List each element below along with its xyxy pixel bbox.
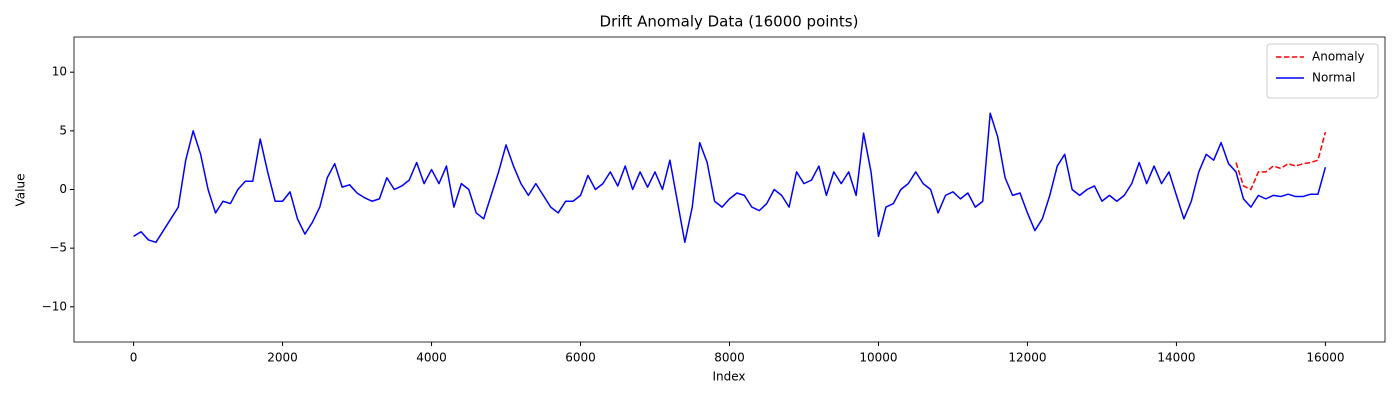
x-tick-label: 10000: [859, 351, 897, 365]
y-axis-label: Value: [14, 174, 28, 207]
x-tick-label: 8000: [714, 351, 745, 365]
legend-label: Normal: [1312, 71, 1355, 85]
x-tick-label: 4000: [416, 351, 447, 365]
series-line: [133, 112, 1327, 244]
y-tick-label: −10: [42, 299, 67, 313]
y-tick-label: 0: [59, 182, 67, 196]
x-tick-label: 14000: [1157, 351, 1195, 365]
x-tick-label: 12000: [1008, 351, 1046, 365]
x-tick-label: 6000: [565, 351, 596, 365]
y-tick-label: −5: [49, 241, 67, 255]
series-line: [1235, 131, 1327, 191]
legend-label: Anomaly: [1312, 50, 1365, 64]
x-axis-label: Index: [712, 370, 745, 384]
x-tick-label: 16000: [1306, 351, 1344, 365]
chart-title: Drift Anomaly Data (16000 points): [600, 13, 859, 31]
y-tick-label: 5: [59, 123, 67, 137]
x-tick-label: 2000: [267, 351, 298, 365]
plot-frame: [73, 36, 1386, 343]
y-tick-label: 10: [52, 65, 67, 79]
x-tick-label: 0: [130, 351, 138, 365]
